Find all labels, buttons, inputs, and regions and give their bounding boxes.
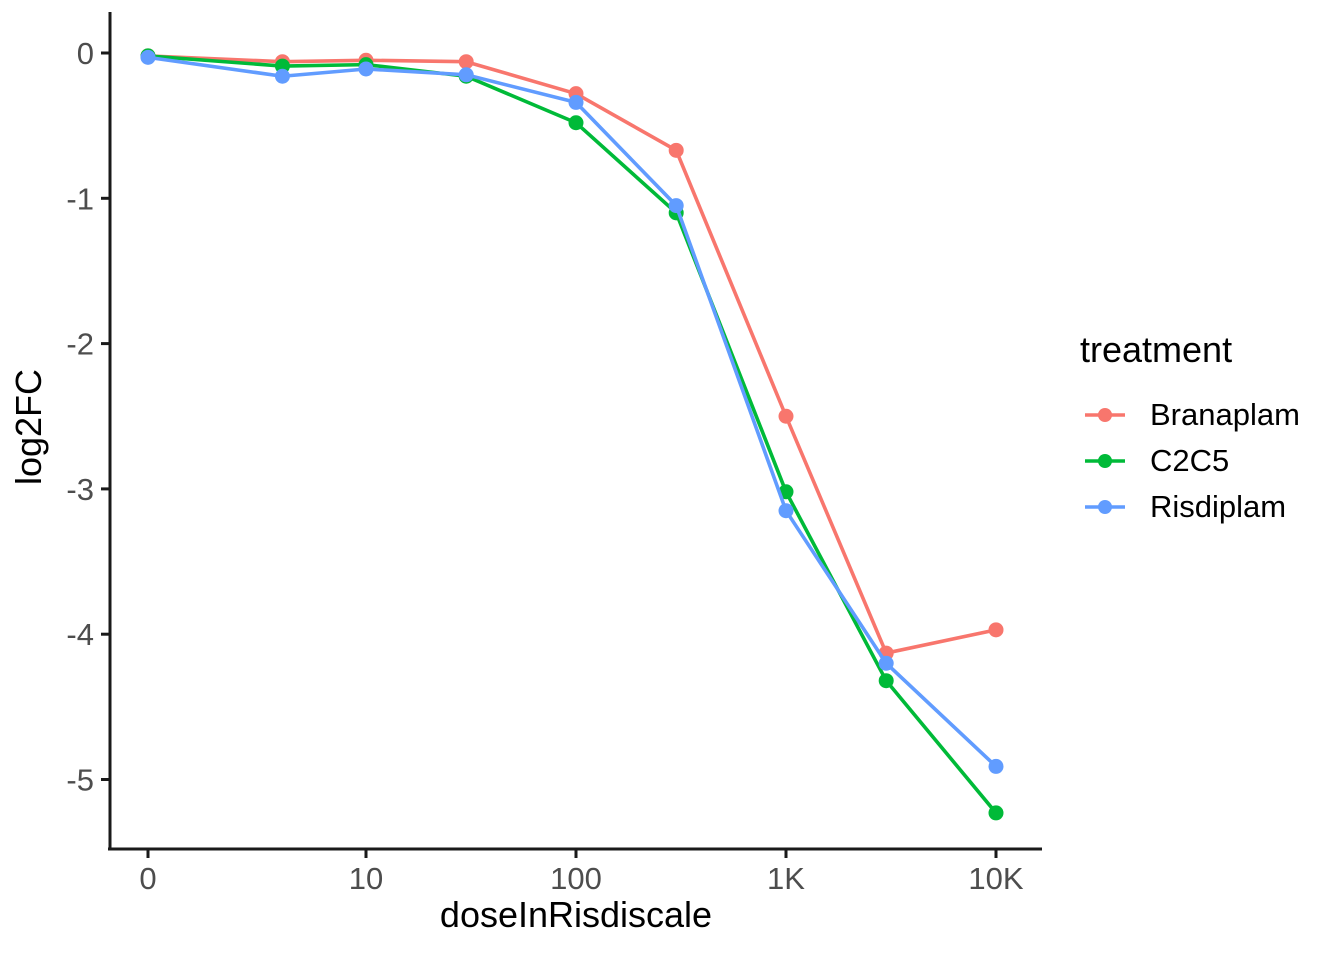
legend-items: Branaplam C2C5 Risdiplam	[1080, 392, 1300, 530]
data-point-risdiplam	[358, 61, 374, 77]
series-line-risdiplam	[146, 55, 998, 769]
series-line-c2c5	[146, 54, 998, 815]
x-tick-label: 1K	[767, 861, 805, 896]
data-point-risdiplam	[568, 94, 584, 110]
y-tick-label: -5	[66, 763, 94, 798]
legend-label-branaplam: Branaplam	[1150, 397, 1300, 432]
data-point-c2c5	[568, 115, 584, 131]
data-point-risdiplam	[878, 655, 894, 671]
data-point-branaplam	[458, 54, 474, 70]
x-tick-label: 10K	[968, 861, 1023, 896]
y-tick-label: -4	[66, 617, 94, 652]
data-point-risdiplam	[668, 198, 684, 214]
legend-item-c2c5: C2C5	[1080, 438, 1300, 484]
legend-item-risdiplam: Risdiplam	[1080, 484, 1300, 530]
legend: treatment Branaplam C2C5 Risdiplam	[1080, 328, 1300, 530]
legend-item-branaplam: Branaplam	[1080, 392, 1300, 438]
legend-key-c2c5	[1085, 454, 1125, 468]
data-point-branaplam	[778, 408, 794, 424]
legend-label-risdiplam: Risdiplam	[1150, 489, 1287, 524]
y-tick-label: 0	[77, 36, 94, 71]
legend-title: treatment	[1080, 329, 1233, 370]
y-tick-label: -1	[66, 181, 94, 216]
x-axis-title: doseInRisdiscale	[439, 894, 713, 935]
data-point-risdiplam	[274, 68, 290, 84]
x-tick-label: 10	[349, 861, 383, 896]
data-point-risdiplam	[140, 49, 156, 65]
y-tick-label: -2	[66, 327, 94, 362]
data-point-c2c5	[878, 673, 894, 689]
legend-label-c2c5: C2C5	[1150, 443, 1230, 478]
x-tick-label: 100	[550, 861, 602, 896]
x-tick-label: 0	[139, 861, 156, 896]
data-point-risdiplam	[988, 758, 1004, 774]
series-line-branaplam	[146, 54, 998, 655]
data-point-c2c5	[988, 805, 1004, 821]
y-axis-title: log2FC	[8, 368, 49, 486]
y-tick-label: -3	[66, 472, 94, 507]
data-point-risdiplam	[778, 503, 794, 519]
legend-key-branaplam	[1085, 408, 1125, 422]
data-point-branaplam	[988, 622, 1004, 638]
data-point-branaplam	[668, 142, 684, 158]
data-point-risdiplam	[458, 67, 474, 83]
legend-key-risdiplam	[1085, 500, 1125, 514]
